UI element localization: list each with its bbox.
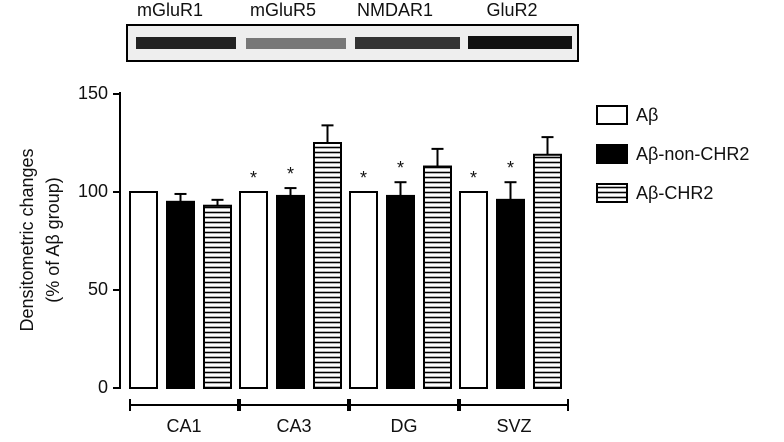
bar	[386, 194, 415, 389]
bar	[496, 198, 525, 389]
y-axis-title-line: Densitometric changes	[17, 148, 37, 331]
legend-swatch	[596, 183, 628, 203]
y-tick-label: 150	[78, 83, 108, 103]
bar	[533, 153, 562, 389]
significance-mark: *	[250, 168, 257, 188]
y-axis-title-line: (% of Aβ group)	[43, 177, 63, 302]
legend-swatch	[596, 105, 628, 125]
significance-mark: *	[470, 168, 477, 188]
x-tick-label: DG	[391, 416, 418, 436]
x-tick-label: CA1	[166, 416, 201, 436]
bar	[349, 191, 378, 389]
significance-mark: *	[507, 158, 514, 178]
blot-label: GluR2	[486, 0, 537, 20]
legend-label: Aβ-CHR2	[636, 183, 713, 203]
blot-label: mGluR5	[250, 0, 316, 20]
y-tick-label: 50	[88, 279, 108, 299]
x-tick-label: SVZ	[496, 416, 531, 436]
y-tick-label: 100	[78, 181, 108, 201]
y-axis-title: Densitometric changes (% of Aβ group)	[17, 148, 63, 331]
legend-label: Aβ	[636, 105, 658, 125]
legend-swatch	[596, 144, 628, 164]
x-tick-label: CA3	[276, 416, 311, 436]
legend-label: Aβ-non-CHR2	[636, 144, 749, 164]
blot-image	[126, 24, 579, 62]
blot-label: mGluR1	[137, 0, 203, 20]
bar	[129, 191, 158, 389]
significance-mark: *	[287, 164, 294, 184]
bar	[166, 200, 195, 389]
bar	[276, 194, 305, 389]
bar	[203, 204, 232, 389]
bar	[459, 191, 488, 389]
significance-mark: *	[360, 168, 367, 188]
bar	[423, 165, 452, 389]
bar	[313, 142, 342, 389]
bar	[239, 191, 268, 389]
significance-mark: *	[397, 158, 404, 178]
y-tick-label: 0	[98, 377, 108, 397]
blot-label: NMDAR1	[357, 0, 433, 20]
